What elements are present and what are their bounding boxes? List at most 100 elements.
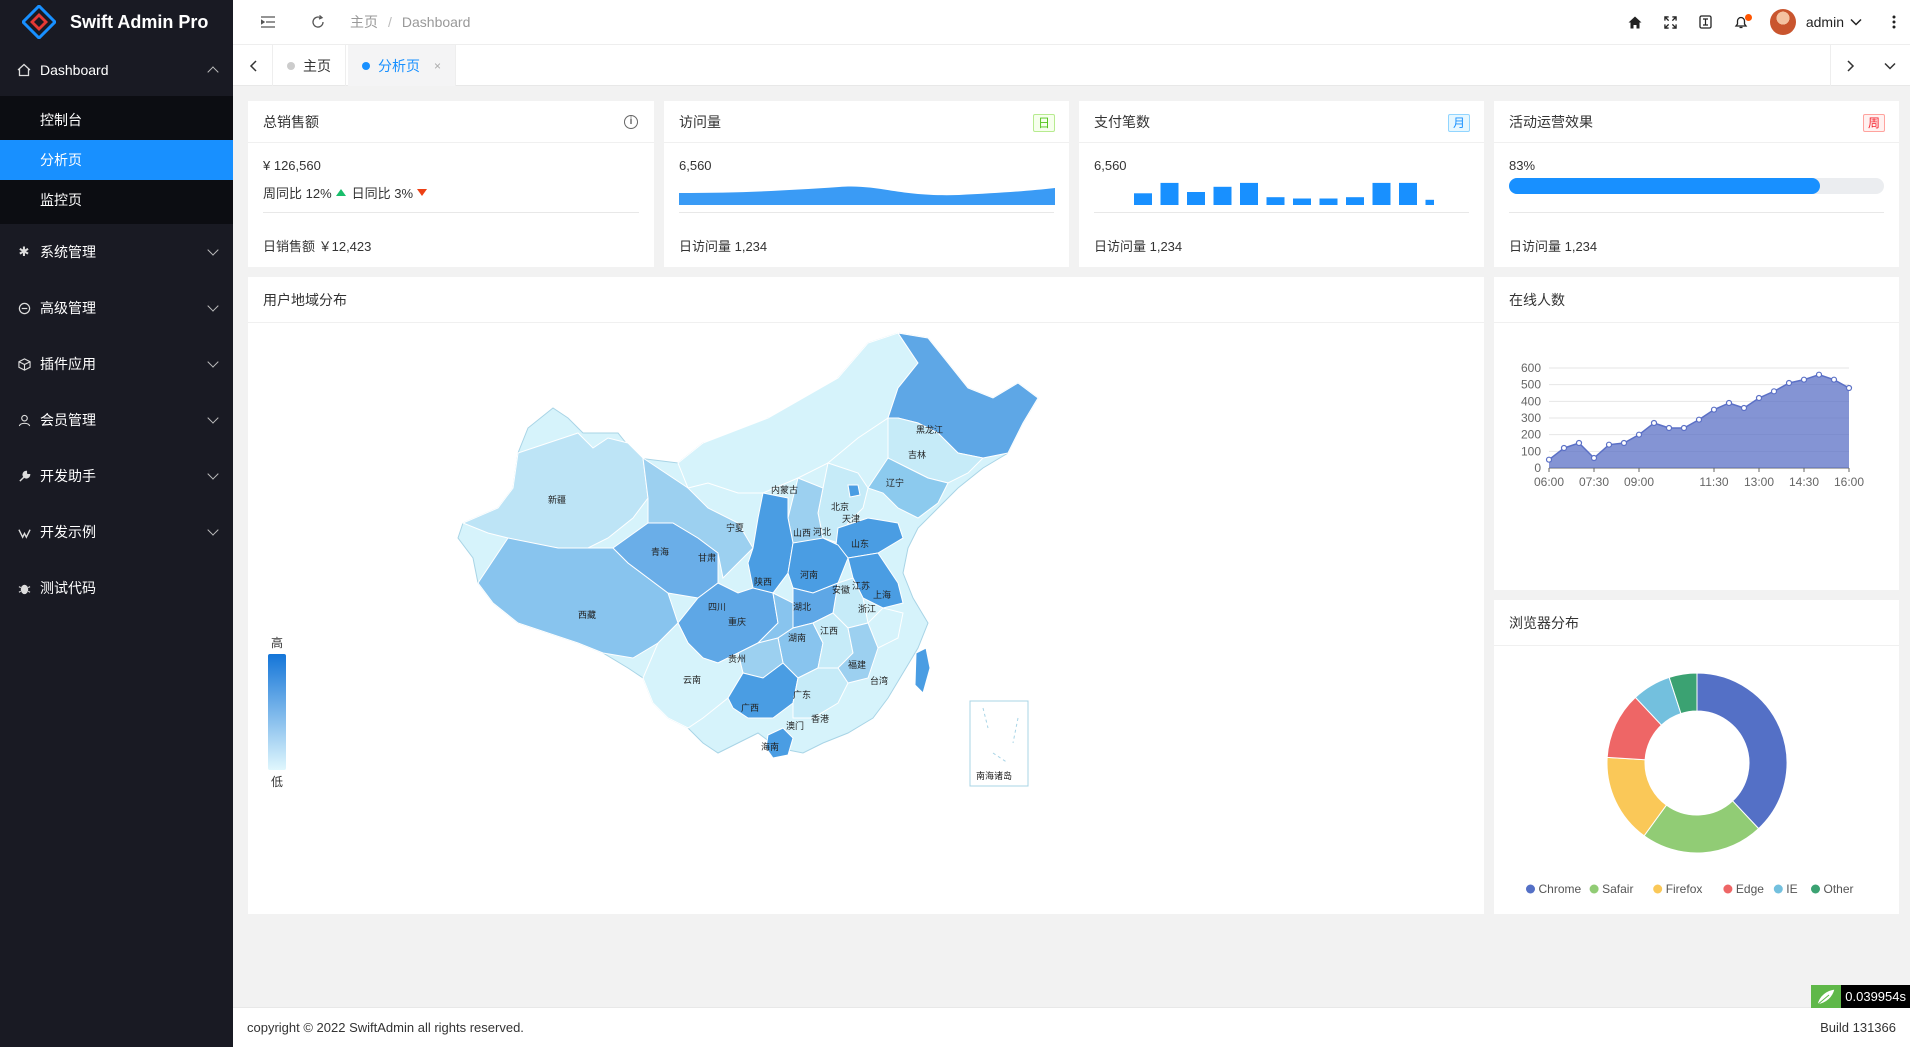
y-tick-label: 300 bbox=[1521, 411, 1541, 425]
campaign-card: 活动运营效果 周 83% 日访问量 1,234 bbox=[1494, 101, 1899, 267]
bell-icon[interactable] bbox=[1734, 14, 1752, 29]
translate-icon[interactable] bbox=[1699, 15, 1712, 29]
tab-dropdown-icon[interactable] bbox=[1870, 45, 1910, 86]
data-point[interactable] bbox=[1635, 431, 1643, 438]
legend-marker[interactable] bbox=[1589, 884, 1599, 894]
sidebar-item-monitor[interactable]: 监控页 bbox=[40, 192, 82, 208]
header-actions: admin bbox=[1628, 0, 1910, 44]
legend-label[interactable]: Edge bbox=[1736, 882, 1764, 896]
label-gansu: 甘肃 bbox=[698, 552, 716, 563]
x-tick-label: 14:30 bbox=[1789, 475, 1819, 489]
leaf-icon bbox=[1811, 985, 1842, 1008]
region-neimenggu bbox=[677, 332, 919, 494]
sidebar-item-test-code[interactable]: 测试代码 bbox=[0, 560, 233, 616]
footer: copyright © 2022 SwiftAdmin all rights r… bbox=[233, 1007, 1910, 1047]
data-point[interactable] bbox=[1725, 399, 1733, 407]
data-point[interactable] bbox=[1650, 419, 1658, 427]
browser-donut-chart[interactable]: Chrome Safair Firefox Edge IE Other bbox=[1494, 646, 1899, 914]
label-macau: 澳门 bbox=[786, 720, 804, 731]
legend-marker[interactable] bbox=[1773, 884, 1783, 894]
sidebar-item-label: 插件应用 bbox=[40, 356, 96, 372]
data-point[interactable] bbox=[1845, 384, 1853, 392]
data-point[interactable] bbox=[1800, 376, 1808, 383]
more-vertical-icon[interactable] bbox=[1892, 15, 1896, 29]
legend-marker[interactable] bbox=[1653, 884, 1663, 894]
data-point[interactable] bbox=[1815, 371, 1823, 378]
sidebar-item-system[interactable]: ✱ 系统管理 bbox=[0, 224, 233, 280]
south-sea-inset bbox=[969, 700, 1029, 787]
chevron-down-icon[interactable] bbox=[1850, 18, 1862, 26]
legend-label[interactable]: Chrome bbox=[1539, 882, 1582, 896]
data-point[interactable] bbox=[1770, 388, 1778, 395]
region-xinjiang bbox=[461, 432, 649, 549]
legend-label[interactable]: Safair bbox=[1602, 882, 1633, 896]
perf-widget[interactable]: 0.039954s bbox=[1811, 985, 1910, 1008]
refresh-icon[interactable] bbox=[311, 15, 325, 29]
legend-marker[interactable] bbox=[1526, 884, 1535, 894]
tab-scroll-left-icon[interactable] bbox=[233, 45, 273, 86]
data-point[interactable] bbox=[1740, 404, 1748, 412]
legend-marker[interactable] bbox=[1723, 884, 1733, 894]
legend-label[interactable]: Firefox bbox=[1666, 882, 1703, 896]
pie-slice-other[interactable] bbox=[1668, 672, 1698, 715]
data-point[interactable] bbox=[1545, 456, 1553, 463]
breadcrumb-home[interactable]: 主页 bbox=[350, 14, 378, 30]
sales-trend: 周同比 12% 日同比 3% bbox=[263, 183, 428, 202]
tab-scroll-right-icon[interactable] bbox=[1830, 45, 1870, 86]
data-point[interactable] bbox=[1785, 379, 1793, 387]
logo[interactable]: Swift Admin Pro bbox=[0, 0, 233, 44]
data-point[interactable] bbox=[1620, 439, 1628, 447]
data-point[interactable] bbox=[1575, 439, 1583, 447]
label-xinjiang: 新疆 bbox=[548, 494, 566, 505]
visual-map-bar[interactable] bbox=[268, 654, 286, 770]
sidebar-item-console[interactable]: 控制台 bbox=[40, 112, 82, 128]
username[interactable]: admin bbox=[1805, 14, 1844, 30]
data-point[interactable] bbox=[1680, 424, 1688, 432]
sidebar-item-advanced[interactable]: 高级管理 bbox=[0, 280, 233, 336]
tab-dot bbox=[362, 61, 370, 70]
label-qinghai: 青海 bbox=[651, 546, 669, 557]
data-point[interactable] bbox=[1605, 441, 1613, 448]
avatar[interactable] bbox=[1769, 9, 1796, 35]
build-number: Build 131366 bbox=[1820, 1020, 1896, 1035]
sidebar-item-label: 会员管理 bbox=[40, 412, 96, 428]
region-beijing bbox=[847, 484, 861, 498]
data-point[interactable] bbox=[1755, 394, 1763, 402]
trend-up-icon bbox=[335, 189, 346, 196]
tab-analysis[interactable]: 分析页 × bbox=[348, 45, 457, 86]
data-point[interactable] bbox=[1695, 416, 1703, 423]
data-point[interactable] bbox=[1590, 454, 1598, 462]
info-icon[interactable]: i bbox=[624, 115, 638, 129]
data-point[interactable] bbox=[1710, 406, 1718, 413]
home-icon[interactable] bbox=[1628, 16, 1642, 29]
online-area-chart[interactable]: 0 100 200 300 400 500 600 06:00 07:30 09:00 11:30 1… bbox=[1494, 323, 1899, 590]
sidebar-item-label: 测试代码 bbox=[40, 580, 96, 596]
x-tick-label: 13:00 bbox=[1744, 475, 1774, 489]
sidebar-item-dashboard[interactable]: Dashboard bbox=[0, 44, 233, 96]
label-fujian: 福建 bbox=[848, 659, 866, 670]
legend-marker[interactable] bbox=[1811, 884, 1820, 894]
cube-icon bbox=[16, 356, 32, 372]
region-gansu bbox=[642, 456, 754, 580]
tab-home[interactable]: 主页 bbox=[273, 45, 346, 86]
sidebar-item-dev-assistant[interactable]: 开发助手 bbox=[0, 448, 233, 504]
fullscreen-icon[interactable] bbox=[1664, 15, 1677, 29]
sidebar: Swift Admin Pro Dashboard 控制台 分析页 监控页 ✱ … bbox=[0, 0, 233, 1047]
menu-fold-icon[interactable] bbox=[261, 16, 275, 28]
data-point[interactable] bbox=[1560, 444, 1568, 452]
region-guangxi bbox=[727, 662, 799, 719]
sidebar-item-plugins[interactable]: 插件应用 bbox=[0, 336, 233, 392]
close-icon[interactable]: × bbox=[434, 58, 442, 73]
pie-slice-chrome[interactable] bbox=[1696, 672, 1788, 830]
china-map[interactable]: 新疆 西藏 青海 甘肃 宁夏 内蒙古 黑龙江 吉林 辽宁 北京 天津 河北 山西… bbox=[248, 323, 1484, 914]
payment-bar bbox=[1425, 199, 1434, 205]
legend-label[interactable]: IE bbox=[1786, 882, 1797, 896]
y-tick-label: 200 bbox=[1521, 428, 1541, 442]
legend-label[interactable]: Other bbox=[1824, 882, 1854, 896]
data-point[interactable] bbox=[1665, 424, 1673, 432]
label-yunnan: 云南 bbox=[683, 674, 701, 685]
sidebar-item-analysis[interactable]: 分析页 bbox=[0, 140, 233, 180]
data-point[interactable] bbox=[1830, 376, 1838, 383]
sidebar-item-members[interactable]: 会员管理 bbox=[0, 392, 233, 448]
sidebar-item-dev-examples[interactable]: 开发示例 bbox=[0, 504, 233, 560]
